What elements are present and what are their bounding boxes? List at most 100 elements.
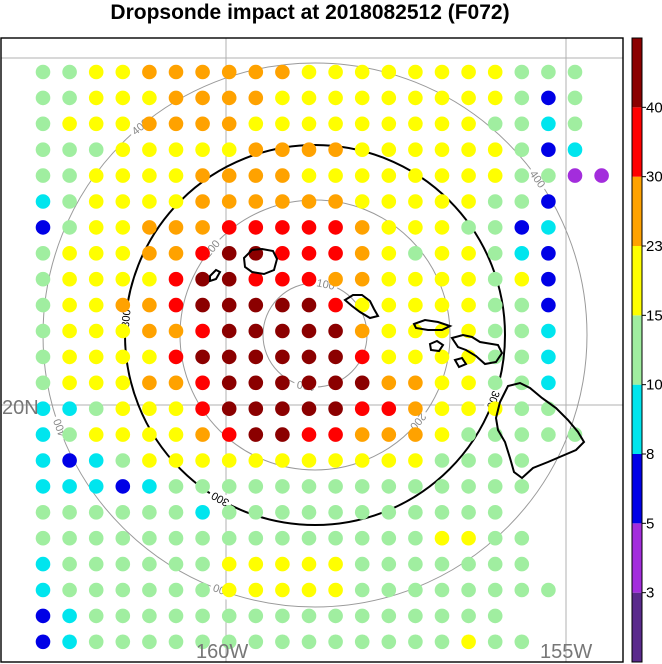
impact-dot (434, 116, 450, 132)
impact-dot (195, 427, 210, 442)
impact-dot (62, 401, 77, 417)
impact-dot (381, 556, 397, 572)
impact-dot (62, 142, 77, 157)
impact-dot (275, 323, 290, 339)
impact-dot (115, 582, 131, 598)
impact-dot (248, 479, 264, 494)
island-oahu (343, 294, 380, 320)
impact-dot (301, 453, 317, 468)
impact-dot (142, 323, 157, 339)
impact-dot (35, 505, 51, 520)
impact-dot (275, 168, 290, 183)
impact-dot (328, 479, 343, 494)
impact-dot (62, 116, 77, 132)
impact-dot (142, 427, 157, 442)
colorbar-segment (632, 176, 642, 246)
impact-dot (301, 556, 317, 572)
impact-dot (434, 246, 450, 261)
impact-dot (221, 634, 237, 650)
impact-dot (408, 453, 423, 468)
impact-dot (88, 194, 104, 209)
impact-dot (195, 453, 210, 468)
impact-dot (88, 582, 104, 598)
impact-dot (381, 427, 397, 442)
impact-dot (408, 556, 423, 572)
colorbar-tick-label: 40 (646, 99, 662, 116)
impact-dot (142, 246, 157, 261)
impact-dot (62, 271, 77, 287)
impact-dot (168, 194, 184, 209)
impact-dot (142, 220, 157, 235)
impact-dot (221, 479, 237, 494)
impact-dot (195, 142, 210, 157)
impact-dot (408, 271, 423, 287)
impact-dot (35, 556, 51, 572)
impact-dot (35, 246, 51, 261)
impact-dot (461, 479, 476, 494)
impact-dot (221, 530, 237, 546)
island-hawaii (494, 381, 586, 480)
impact-dot (408, 375, 423, 391)
impact-dot (195, 323, 210, 339)
impact-dot (275, 297, 290, 313)
impact-dot (541, 168, 556, 183)
impact-dot (301, 375, 317, 391)
impact-dot (168, 323, 184, 339)
impact-dot (434, 349, 450, 365)
impact-dot (461, 453, 476, 468)
impact-dot (275, 220, 290, 235)
impact-dot (195, 349, 210, 365)
impact-dot (115, 64, 131, 80)
impact-dot (62, 194, 77, 209)
colorbar-segment (632, 523, 642, 593)
impact-dot (408, 608, 423, 624)
impact-dot (62, 375, 77, 391)
impact-dot (195, 634, 210, 650)
colorbar-segment (632, 246, 642, 316)
impact-dot (248, 556, 264, 572)
impact-dot (88, 349, 104, 365)
impact-dot (35, 64, 51, 80)
impact-dot (115, 116, 131, 132)
impact-dot (275, 453, 290, 468)
impact-dot (381, 634, 397, 650)
impact-dot (328, 323, 343, 339)
impact-dots (35, 64, 609, 650)
colorbar-tick-label: 8 (646, 446, 654, 463)
impact-dot (328, 194, 343, 209)
impact-dot (381, 168, 397, 183)
impact-dot (275, 505, 290, 520)
impact-dot (115, 530, 131, 546)
impact-dot (168, 142, 184, 157)
impact-dot (248, 349, 264, 365)
impact-dot (221, 323, 237, 339)
impact-dot (195, 479, 210, 494)
impact-dot (115, 142, 131, 157)
impact-dot (487, 64, 503, 80)
impact-dot (541, 64, 556, 80)
impact-dot (541, 582, 556, 598)
impact-dot (434, 479, 450, 494)
map-frame (0, 37, 624, 663)
impact-dot (195, 64, 210, 80)
impact-dot (35, 271, 51, 287)
impact-dot (62, 530, 77, 546)
impact-dot (514, 220, 530, 235)
impact-dot (88, 505, 104, 520)
impact-dot (142, 271, 157, 287)
impact-dot (328, 453, 343, 468)
impact-dot (168, 271, 184, 287)
island-kahoolawe (453, 356, 468, 369)
impact-dot (434, 64, 450, 80)
impact-dot (328, 582, 343, 598)
island-niihau (209, 268, 222, 283)
impact-dot (301, 116, 317, 132)
impact-dot (301, 297, 317, 313)
impact-dot (115, 375, 131, 391)
impact-dot (381, 479, 397, 494)
impact-dot (35, 349, 51, 365)
impact-dot (168, 479, 184, 494)
impact-dot (541, 116, 556, 132)
impact-dot (221, 168, 237, 183)
